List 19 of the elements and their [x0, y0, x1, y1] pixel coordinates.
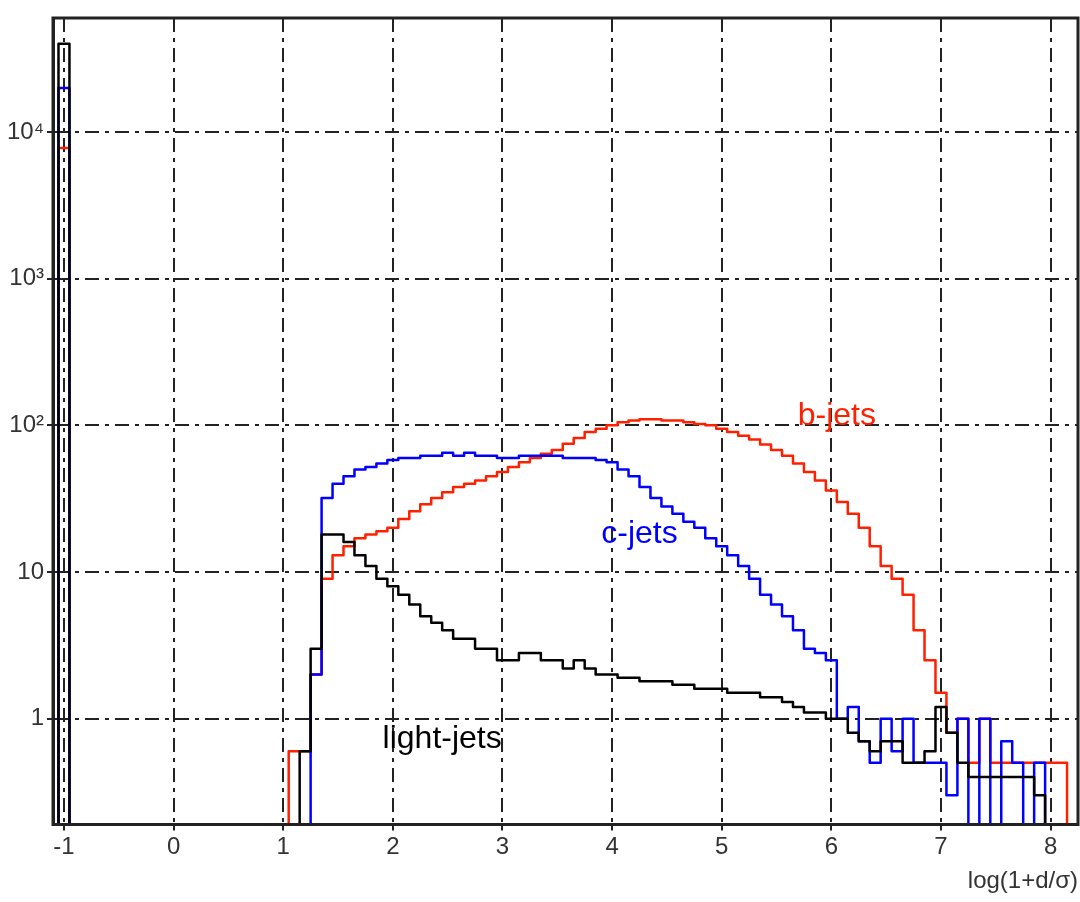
y-tick-label: 10⁴	[6, 116, 45, 144]
y-tick-label: 1	[30, 703, 45, 731]
y-tick-label: 10	[17, 556, 45, 584]
x-tick-label: 5	[715, 832, 729, 860]
x-tick-label: 2	[386, 832, 400, 860]
x-tick-label: 6	[824, 832, 839, 860]
y-tick-label: 10³	[9, 263, 45, 291]
x-axis-title: log(1+d/σ)	[967, 866, 1078, 894]
x-tick-label: 8	[1043, 832, 1058, 860]
x-tick-label: 7	[934, 832, 948, 860]
series-label: b-jets	[797, 396, 876, 433]
x-tick-label: -1	[53, 832, 75, 860]
series-label: c-jets	[601, 514, 678, 551]
x-tick-label: 1	[276, 832, 290, 860]
y-tick-label: 10²	[9, 410, 45, 437]
x-tick-label: 3	[495, 832, 510, 860]
series-label: light-jets	[382, 719, 502, 756]
x-tick-label: 0	[166, 832, 181, 860]
x-tick-label: 4	[605, 832, 619, 860]
